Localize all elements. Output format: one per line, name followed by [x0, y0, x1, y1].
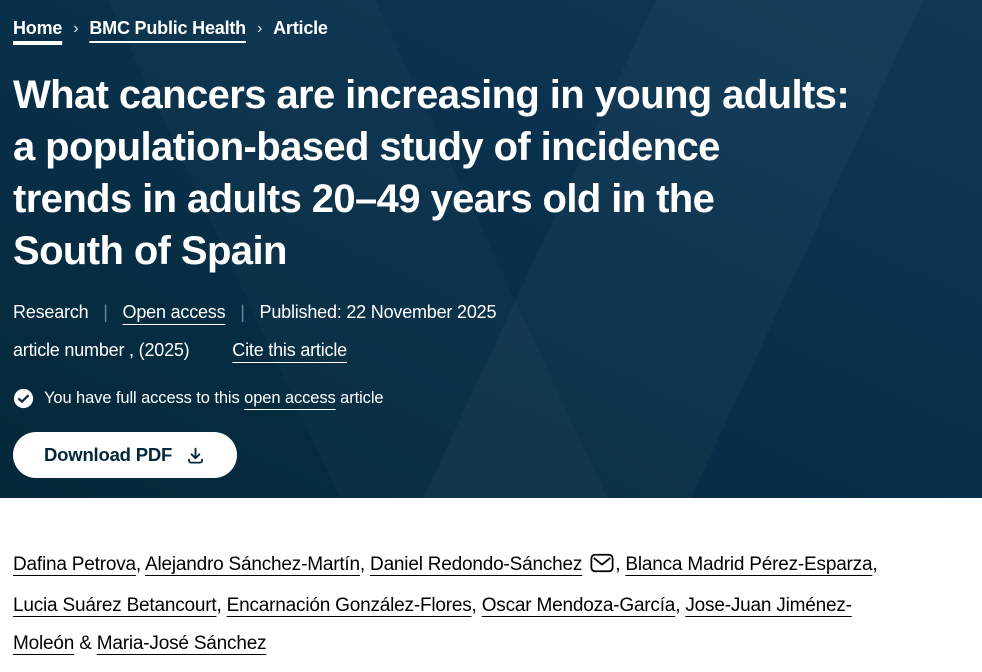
breadcrumb-home-link[interactable]: Home: [13, 18, 63, 38]
author-link[interactable]: Daniel Redondo-Sánchez: [370, 554, 583, 575]
authors-section: Dafina Petrova, Alejandro Sánchez-Martín…: [0, 498, 982, 663]
author-link[interactable]: Blanca Madrid Pérez-Esparza: [625, 554, 873, 575]
open-access-note-link[interactable]: open access: [244, 389, 336, 407]
check-circle-icon: [13, 388, 34, 409]
download-icon: [185, 446, 206, 467]
author-link[interactable]: Alejandro Sánchez-Martín: [145, 554, 360, 575]
author-link[interactable]: Oscar Mendoza-García: [481, 595, 676, 616]
email-icon[interactable]: [590, 549, 614, 587]
meta-divider: |: [103, 302, 108, 322]
article-title-line: a population-based study of incidence: [13, 125, 720, 169]
author-link[interactable]: Jose-Juan Jiménez-Moleón: [13, 595, 852, 654]
article-title-line: What cancers are increasing in young adu…: [13, 73, 850, 117]
cite-this-article-link[interactable]: Cite this article: [232, 340, 347, 360]
author-link[interactable]: Lucia Suárez Betancourt: [13, 595, 217, 616]
article-number-text: article number , (2025): [13, 340, 190, 360]
article-title: What cancers are increasing in young adu…: [13, 69, 962, 277]
article-meta-row: Research | Open access | Published: 22 N…: [13, 302, 962, 323]
author-list: Dafina Petrova, Alejandro Sánchez-Martín…: [13, 546, 912, 663]
article-title-line: trends in adults 20–49 years old in the: [13, 177, 715, 221]
chevron-right-icon: ›: [256, 20, 263, 37]
download-pdf-button[interactable]: Download PDF: [13, 432, 238, 478]
access-note-suffix: article: [340, 389, 384, 407]
published-date: Published: 22 November 2025: [259, 302, 497, 322]
open-access-link[interactable]: Open access: [122, 302, 226, 322]
chevron-right-icon: ›: [73, 20, 79, 37]
meta-divider: |: [240, 302, 245, 322]
breadcrumb-journal-link[interactable]: BMC Public Health: [89, 18, 246, 38]
author-link[interactable]: Encarnación González-Flores: [226, 595, 472, 616]
download-pdf-label: Download PDF: [44, 444, 173, 465]
access-note-prefix: You have full access to this: [44, 389, 240, 407]
access-note: You have full access to this open access…: [13, 388, 962, 409]
article-title-line: South of Spain: [13, 229, 287, 273]
author-link[interactable]: Maria-José Sánchez: [96, 633, 267, 654]
breadcrumb-current-page: Article: [273, 18, 328, 38]
article-type-label: Research: [13, 302, 89, 322]
breadcrumb: Home › BMC Public Health › Article: [13, 18, 962, 39]
article-hero: Home › BMC Public Health › Article What …: [0, 0, 982, 498]
article-number-row: article number , (2025) Cite this articl…: [13, 340, 962, 361]
author-link[interactable]: Dafina Petrova: [13, 554, 136, 575]
access-note-text: You have full access to this open access…: [44, 389, 384, 408]
